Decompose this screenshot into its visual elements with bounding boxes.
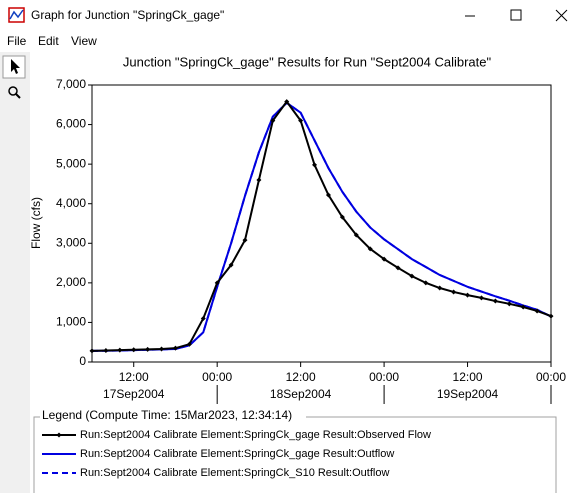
legend-title-bg (40, 409, 306, 423)
data-point (159, 346, 165, 352)
data-point (492, 298, 498, 304)
chart-title: Junction "SpringCk_gage" Results for Run… (123, 54, 492, 69)
close-button[interactable] (555, 9, 568, 22)
data-point (534, 308, 540, 314)
legend-title: Legend (Compute Time: 15Mar2023, 12:34:1… (42, 408, 292, 422)
x-date-label: 17Sep2004 (103, 387, 165, 401)
x-tick-label: 00:00 (202, 370, 232, 384)
data-point (367, 246, 373, 252)
y-axis-label: Flow (cfs) (29, 197, 43, 249)
y-tick-label: 5,000 (56, 156, 86, 170)
data-point (172, 345, 178, 351)
y-tick-label: 1,000 (56, 315, 86, 329)
title-bar (0, 0, 586, 32)
legend (33, 409, 557, 493)
legend-marker (56, 432, 62, 438)
data-point (228, 262, 234, 268)
menu-item[interactable]: View (71, 34, 97, 48)
data-point (395, 265, 401, 271)
x-tick-label: 12:00 (286, 370, 316, 384)
y-tick-label: 3,000 (56, 235, 86, 249)
data-point (270, 118, 276, 124)
y-tick-label: 6,000 (56, 117, 86, 131)
data-point (312, 162, 318, 168)
data-point (131, 347, 137, 353)
app-icon (8, 7, 25, 23)
data-point (381, 256, 387, 262)
data-point (437, 285, 443, 291)
data-point (186, 341, 192, 347)
legend-label: Run:Sept2004 Calibrate Element:SpringCk_… (80, 429, 431, 441)
data-point (214, 280, 220, 286)
series-line (91, 99, 552, 352)
menu-item[interactable]: File (7, 34, 27, 48)
x-date-label: 18Sep2004 (270, 387, 332, 401)
data-point (548, 313, 554, 319)
data-point (200, 315, 206, 321)
y-tick-label: 4,000 (56, 196, 86, 210)
pointer-tool[interactable] (2, 55, 26, 79)
data-point (451, 289, 457, 295)
y-tick-label: 2,000 (56, 275, 86, 289)
maximize-button[interactable] (510, 9, 522, 21)
y-tick-label: 7,000 (56, 77, 86, 91)
legend-label: Run:Sept2004 Calibrate Element:SpringCk_… (80, 448, 394, 460)
data-point (117, 347, 123, 353)
data-point (478, 295, 484, 301)
data-point (145, 346, 151, 352)
data-point (353, 232, 359, 238)
data-point (409, 273, 415, 279)
x-tick-label: 12:00 (119, 370, 149, 384)
data-point (465, 292, 471, 298)
data-point (325, 192, 331, 198)
x-date-label: 19Sep2004 (437, 387, 499, 401)
data-point (284, 99, 290, 105)
window-title: Graph for Junction "SpringCk_gage" (31, 8, 224, 22)
data-point (520, 304, 526, 310)
data-point (256, 177, 262, 183)
data-point (298, 118, 304, 124)
x-tick-label: 00:00 (369, 370, 399, 384)
data-point (339, 214, 345, 220)
data-point (506, 301, 512, 307)
x-tick-label: 00:00 (536, 370, 566, 384)
x-tick-label: 12:00 (453, 370, 483, 384)
menu-item[interactable]: Edit (38, 34, 59, 48)
data-point (423, 280, 429, 286)
zoom-tool[interactable] (8, 86, 21, 99)
data-point (89, 348, 95, 354)
legend-label: Run:Sept2004 Calibrate Element:SpringCk_… (80, 467, 389, 479)
y-tick-label: 0 (79, 354, 86, 368)
menu-bar (0, 32, 586, 52)
data-point (242, 237, 248, 243)
plot-area (91, 84, 552, 363)
data-point (103, 348, 109, 354)
